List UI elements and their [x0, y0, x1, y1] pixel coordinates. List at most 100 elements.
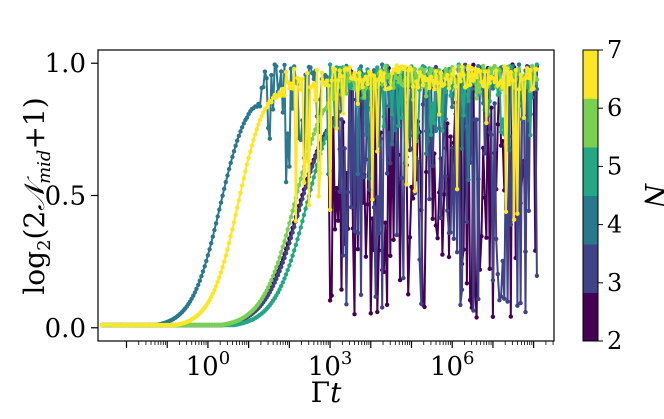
data-point: [337, 189, 342, 194]
data-point: [213, 221, 219, 226]
data-point: [391, 237, 396, 242]
data-point: [209, 240, 214, 246]
data-point: [323, 136, 328, 141]
x-axis-label: Γt: [311, 376, 342, 409]
data-point: [329, 293, 334, 298]
data-point: [384, 302, 390, 307]
data-point: [531, 86, 536, 92]
y-axis-label: log2(2𝒩mid+1): [18, 97, 55, 294]
data-point: [380, 305, 385, 310]
data-point: [363, 254, 369, 259]
data-point: [300, 76, 305, 82]
data-point: [476, 63, 481, 69]
data-point: [226, 166, 232, 172]
data-point: [481, 83, 486, 89]
data-point: [440, 128, 445, 133]
data-point: [402, 64, 408, 70]
data-point: [417, 70, 422, 75]
data-point: [425, 77, 430, 82]
data-point: [344, 91, 349, 96]
data-point: [368, 311, 373, 316]
data-point: [394, 63, 399, 68]
data-point: [497, 68, 502, 73]
data-point: [432, 87, 437, 92]
data-point: [451, 66, 456, 72]
data-point: [523, 309, 528, 315]
data-point: [288, 258, 294, 263]
data-point: [334, 185, 339, 191]
data-point: [410, 196, 416, 201]
data-point: [303, 185, 308, 190]
data-point: [241, 176, 246, 181]
data-point: [534, 273, 540, 278]
data-point: [414, 79, 419, 84]
data-point: [266, 285, 271, 290]
data-point: [459, 64, 465, 70]
data-point: [394, 232, 399, 238]
data-point: [432, 120, 437, 126]
data-point: [365, 81, 370, 87]
data-point: [306, 203, 312, 208]
data-point: [363, 74, 369, 80]
data-point: [292, 224, 297, 230]
data-point: [358, 292, 364, 297]
data-point: [311, 76, 316, 82]
data-point: [283, 251, 289, 256]
y-tick-label: 0.0: [45, 314, 86, 344]
data-point: [235, 138, 240, 143]
data-point: [485, 69, 491, 74]
data-point: [448, 93, 453, 98]
data-point: [451, 236, 456, 241]
data-point: [365, 202, 370, 207]
data-point: [375, 65, 380, 70]
data-point: [336, 78, 341, 83]
data-point: [222, 186, 227, 191]
data-point: [380, 78, 385, 83]
data-point: [279, 250, 284, 255]
data-point: [440, 174, 445, 180]
data-point: [244, 162, 250, 167]
data-point: [287, 263, 292, 268]
data-point: [313, 97, 318, 103]
data-point: [277, 287, 282, 292]
data-point: [428, 132, 434, 137]
data-point: [474, 96, 479, 101]
data-point: [262, 69, 268, 74]
data-point: [375, 195, 380, 200]
data-point: [503, 209, 509, 214]
data-point: [383, 63, 388, 69]
data-point: [329, 78, 334, 83]
colorbar-label: N: [638, 183, 664, 210]
y-axis: 0.0 0.5 1.0: [45, 49, 98, 344]
data-point: [197, 278, 202, 283]
data-point: [199, 274, 204, 279]
data-point: [406, 292, 411, 297]
data-point: [194, 286, 199, 291]
data-point: [461, 113, 466, 118]
data-point: [437, 112, 442, 117]
data-point: [264, 288, 269, 293]
data-point: [446, 254, 452, 260]
data-point: [200, 269, 206, 274]
data-point: [282, 239, 287, 244]
data-point: [352, 312, 357, 317]
data-point: [500, 85, 505, 90]
data-point: [524, 66, 530, 71]
data-point: [192, 290, 198, 295]
data-point: [386, 103, 391, 109]
data-point: [389, 112, 395, 117]
colorbar-segment: [583, 50, 598, 99]
data-point: [492, 101, 497, 106]
data-point: [380, 82, 385, 87]
data-point: [375, 309, 380, 315]
data-point: [467, 297, 473, 303]
data-point: [484, 235, 489, 240]
data-point: [285, 246, 290, 251]
data-point: [371, 68, 377, 73]
data-point: [313, 169, 318, 174]
data-point: [469, 86, 474, 92]
data-point: [296, 77, 302, 83]
data-point: [347, 65, 352, 70]
data-point: [373, 294, 378, 299]
data-point: [239, 183, 245, 188]
